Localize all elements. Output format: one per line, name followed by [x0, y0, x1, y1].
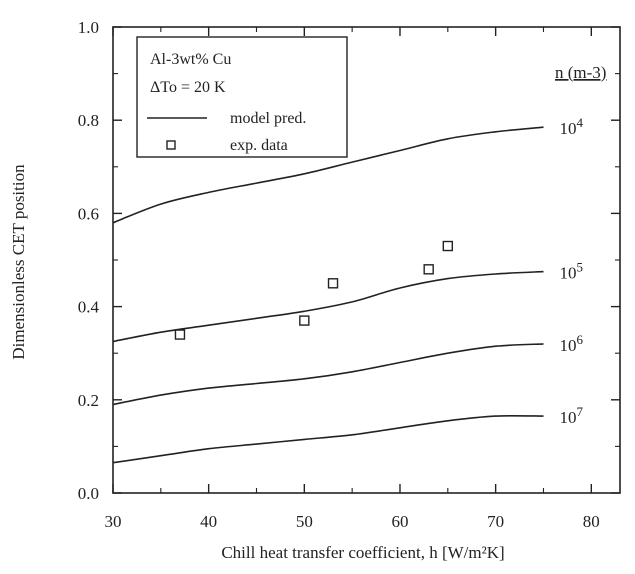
- x-tick-label: 50: [296, 512, 313, 531]
- legend-alloy: Al-3wt% Cu: [150, 51, 231, 68]
- exp-data-point: [299, 315, 310, 326]
- exp-data-point: [174, 329, 186, 340]
- model-curve-1: [112, 126, 544, 224]
- curve-label-header: n (m-3): [555, 63, 606, 82]
- curve-label-2: 105: [559, 260, 583, 283]
- curve-label-exponent: 7: [576, 404, 583, 419]
- y-tick-label: 0.0: [78, 484, 99, 503]
- model-curve-4: [112, 414, 544, 464]
- y-tick-label: 0.6: [78, 204, 99, 223]
- y-tick-label: 1.0: [78, 18, 99, 37]
- curve-label-1: 104: [559, 115, 583, 138]
- curve-label-base: 10: [559, 408, 576, 427]
- curve-label-exponent: 5: [576, 260, 583, 275]
- x-tick-label: 80: [583, 512, 600, 531]
- x-tick-label: 40: [200, 512, 217, 531]
- exp-data-point: [327, 278, 339, 289]
- y-tick-label: 0.4: [78, 298, 100, 317]
- exp-data-point: [423, 264, 434, 275]
- curve-label-base: 10: [559, 264, 576, 283]
- curve-label-base: 10: [559, 119, 576, 138]
- curve-label-exponent: 6: [576, 332, 583, 347]
- model-curves: [112, 126, 544, 464]
- exp-data-point: [442, 240, 454, 252]
- y-tick-label: 0.2: [78, 391, 99, 410]
- model-curve-2: [112, 270, 544, 343]
- x-tick-label: 30: [105, 512, 122, 531]
- x-tick-label: 70: [487, 512, 504, 531]
- legend-undercooling: ΔTo = 20 K: [150, 79, 226, 96]
- curve-label-exponent: 4: [576, 115, 583, 130]
- tick-labels: 30 40 50 60 70 80 0.0 0.2 0.4 0.6 0.8 1.0: [78, 18, 600, 531]
- legend-box: [136, 36, 348, 158]
- legend-data-label: exp. data: [230, 137, 288, 154]
- legend-model-label: model pred.: [230, 110, 306, 127]
- plot-frame: [112, 26, 621, 494]
- model-curve-3: [112, 343, 544, 406]
- curve-label-4: 107: [559, 404, 583, 427]
- curve-label-3: 106: [559, 332, 583, 355]
- x-tick-label: 60: [391, 512, 408, 531]
- y-axis-title: Dimensionless CET position: [9, 164, 28, 360]
- exp-data-points: [174, 240, 454, 340]
- curve-label-base: 10: [559, 336, 576, 355]
- legend-data-marker: [166, 140, 176, 150]
- y-tick-label: 0.8: [78, 111, 99, 130]
- x-axis-title: Chill heat transfer coefficient, h [W/m²…: [221, 543, 504, 562]
- legend: Al-3wt% Cu ΔTo = 20 K model pred. exp. d…: [136, 36, 348, 158]
